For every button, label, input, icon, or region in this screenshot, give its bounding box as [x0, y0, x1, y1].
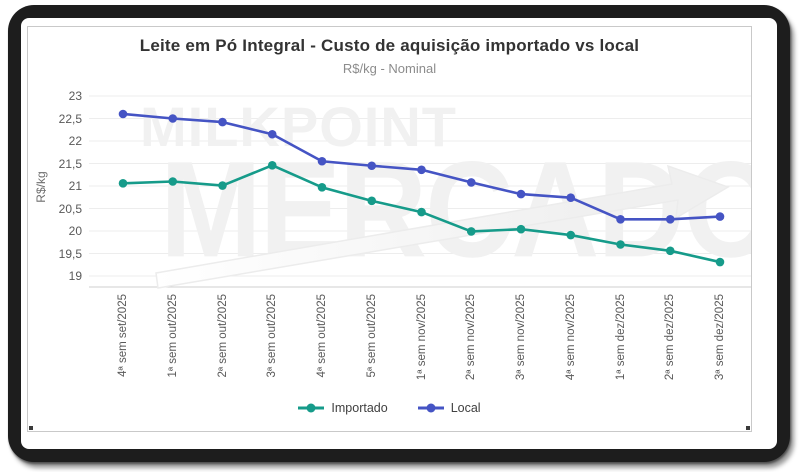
x-tick-label: 2ª sem out/2025	[216, 294, 229, 378]
series-layer	[118, 109, 725, 267]
watermark-text-2: MERCADO	[160, 133, 752, 286]
legend-label-local: Local	[450, 401, 481, 415]
data-point-importado	[417, 207, 426, 217]
grid-layer	[89, 95, 751, 288]
data-point-local	[267, 129, 277, 139]
data-point-local	[417, 165, 426, 175]
data-point-local	[665, 215, 675, 224]
x-tick-label: 5ª sem out/2025	[365, 294, 378, 378]
y-tick-label: 20	[68, 224, 82, 238]
x-tick-label: 4ª sem out/2025	[316, 294, 328, 378]
x-tick-label: 2ª sem dez/2025	[664, 294, 677, 381]
watermark: MILKPOINT MERCADO	[28, 27, 752, 431]
data-point-importado	[466, 227, 476, 236]
y-tick-label: 22	[68, 134, 82, 148]
data-point-importado	[118, 179, 128, 188]
data-point-importado	[218, 181, 227, 190]
data-point-local	[516, 189, 526, 199]
legend-marker-importado	[298, 403, 325, 413]
y-tick-label: 20,5	[58, 201, 82, 216]
data-point-importado	[267, 161, 277, 170]
chart-card: Leite em Pó Integral - Custo de aquisiçã…	[27, 26, 752, 432]
data-point-local	[317, 156, 327, 166]
data-point-local	[218, 117, 227, 127]
x-tick-label: 3ª sem out/2025	[266, 294, 279, 378]
legend-marker-local	[417, 403, 444, 413]
data-point-local	[466, 178, 476, 187]
legend-item-importado[interactable]: Importado	[298, 401, 388, 415]
data-point-importado	[566, 230, 576, 240]
resize-handle-icon[interactable]	[29, 426, 33, 430]
chart-subtitle: R$/kg - Nominal	[342, 61, 437, 76]
y-tick-label: 19,5	[58, 246, 82, 261]
data-point-importado	[367, 196, 377, 206]
series-line-local	[121, 112, 722, 221]
x-tick-label: 1ª sem out/2025	[166, 294, 179, 378]
x-tick-label: 4ª sem nov/2025	[564, 294, 577, 381]
y-tick-label: 21,5	[58, 156, 82, 171]
data-point-local	[566, 193, 576, 202]
x-tick-label: 3ª sem nov/2025	[515, 294, 527, 381]
y-tick-label: 19	[68, 269, 82, 283]
data-point-local	[367, 161, 377, 171]
chart-title: Leite em Pó Integral - Custo de aquisiçã…	[139, 36, 640, 55]
x-tick-label: 4ª sem set/2025	[117, 294, 129, 377]
data-point-importado	[715, 257, 725, 267]
data-point-importado	[168, 177, 178, 186]
y-tick-label: 23	[68, 89, 82, 103]
data-point-local	[118, 109, 128, 119]
data-point-local	[168, 114, 178, 123]
y-tick-label: 21	[68, 179, 82, 193]
watermark-arrow-icon	[155, 164, 730, 289]
data-point-importado	[616, 240, 625, 249]
data-point-importado	[665, 246, 675, 256]
watermark-text-1: MILKPOINT	[140, 95, 457, 158]
x-tick-label: 2ª sem nov/2025	[465, 294, 478, 381]
x-tick-label: 1ª sem nov/2025	[415, 294, 428, 381]
legend-label-importado: Importado	[331, 401, 388, 415]
resize-handle-icon[interactable]	[746, 426, 750, 430]
data-point-local	[715, 212, 725, 221]
legend-item-local[interactable]: Local	[417, 401, 481, 415]
x-tick-label: 1ª sem dez/2025	[614, 294, 627, 381]
y-tick-label: 22,5	[58, 111, 82, 126]
series-line-importado	[121, 164, 722, 264]
data-point-importado	[317, 183, 327, 192]
legend: Importado Local	[28, 401, 751, 415]
data-point-importado	[516, 224, 526, 234]
data-point-local	[616, 215, 625, 224]
x-tick-label: 3ª sem dez/2025	[714, 294, 726, 381]
